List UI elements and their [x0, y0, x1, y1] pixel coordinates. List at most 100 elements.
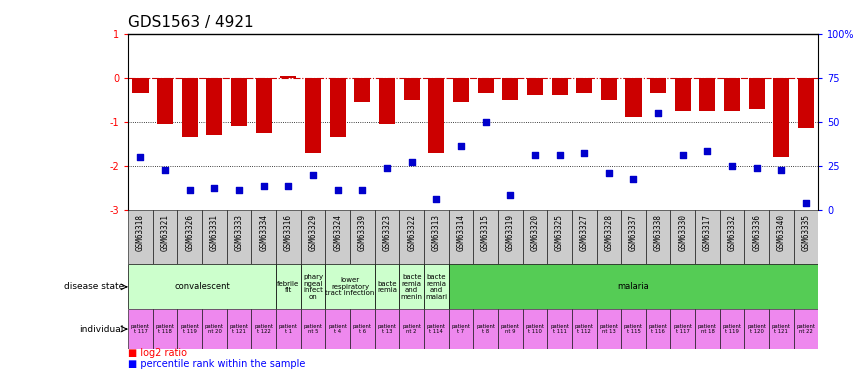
- Bar: [670, 309, 695, 349]
- Text: GSM63329: GSM63329: [308, 214, 318, 251]
- Bar: [231, 78, 247, 126]
- Text: GSM63331: GSM63331: [210, 214, 219, 251]
- Bar: [379, 78, 395, 124]
- Text: patient
t 7: patient t 7: [451, 324, 470, 334]
- Point: [725, 163, 739, 169]
- Bar: [745, 309, 769, 349]
- Bar: [498, 309, 522, 349]
- Text: GSM63338: GSM63338: [654, 214, 662, 251]
- Point: [355, 187, 369, 193]
- Bar: [404, 78, 420, 100]
- Text: patient
t 121: patient t 121: [229, 324, 249, 334]
- Bar: [749, 78, 765, 109]
- Bar: [498, 210, 522, 264]
- Bar: [424, 264, 449, 309]
- Bar: [281, 76, 296, 78]
- Text: patient
nt 5: patient nt 5: [304, 324, 322, 334]
- Text: GSM63335: GSM63335: [802, 214, 811, 251]
- Bar: [572, 309, 597, 349]
- Bar: [202, 309, 227, 349]
- Text: individual: individual: [80, 324, 124, 334]
- Bar: [502, 78, 518, 100]
- Bar: [375, 264, 399, 309]
- Bar: [720, 210, 745, 264]
- Point: [404, 159, 418, 165]
- Bar: [350, 210, 375, 264]
- Bar: [597, 210, 621, 264]
- Bar: [182, 78, 197, 137]
- Bar: [429, 78, 444, 153]
- Text: febrile
fit: febrile fit: [277, 280, 300, 293]
- Text: GSM63332: GSM63332: [727, 214, 737, 251]
- Text: GSM63320: GSM63320: [530, 214, 540, 251]
- Text: GDS1563 / 4921: GDS1563 / 4921: [128, 15, 254, 30]
- Bar: [206, 78, 223, 135]
- Text: patient
t 1: patient t 1: [279, 324, 298, 334]
- Point: [553, 152, 566, 158]
- Point: [675, 152, 689, 158]
- Point: [503, 192, 517, 198]
- Bar: [330, 78, 346, 137]
- Point: [799, 200, 813, 206]
- Bar: [178, 210, 202, 264]
- Bar: [424, 210, 449, 264]
- Bar: [576, 78, 592, 93]
- Bar: [375, 309, 399, 349]
- Bar: [128, 309, 152, 349]
- Bar: [449, 210, 473, 264]
- Point: [133, 154, 147, 160]
- Bar: [178, 309, 202, 349]
- Bar: [745, 210, 769, 264]
- Bar: [769, 309, 794, 349]
- Text: patient
t 117: patient t 117: [131, 324, 150, 334]
- Text: GSM63314: GSM63314: [456, 214, 465, 251]
- Bar: [399, 309, 424, 349]
- Point: [257, 183, 271, 189]
- Bar: [700, 78, 715, 111]
- Text: patient
nt 13: patient nt 13: [599, 324, 618, 334]
- Bar: [326, 264, 375, 309]
- Bar: [670, 210, 695, 264]
- Point: [331, 187, 345, 193]
- Text: patient
t 4: patient t 4: [328, 324, 347, 334]
- Bar: [527, 78, 543, 96]
- Bar: [552, 78, 567, 96]
- Bar: [597, 309, 621, 349]
- Bar: [449, 309, 473, 349]
- Bar: [794, 309, 818, 349]
- Bar: [794, 210, 818, 264]
- Text: GSM63319: GSM63319: [506, 214, 514, 251]
- Bar: [157, 78, 173, 124]
- Text: ■ percentile rank within the sample: ■ percentile rank within the sample: [128, 359, 306, 369]
- Text: disease state: disease state: [63, 282, 124, 291]
- Text: phary
ngeal
infect
on: phary ngeal infect on: [303, 274, 323, 300]
- Text: GSM63313: GSM63313: [432, 214, 441, 251]
- Text: lower
respiratory
tract infection: lower respiratory tract infection: [326, 278, 375, 296]
- Point: [380, 165, 394, 171]
- Text: GSM63325: GSM63325: [555, 214, 564, 251]
- Bar: [646, 210, 670, 264]
- Text: GSM63336: GSM63336: [753, 214, 761, 251]
- Bar: [399, 210, 424, 264]
- Bar: [276, 210, 301, 264]
- Text: patient
t 8: patient t 8: [476, 324, 495, 334]
- Text: patient
t 13: patient t 13: [378, 324, 397, 334]
- Bar: [152, 309, 178, 349]
- Text: GSM63326: GSM63326: [185, 214, 194, 251]
- Text: patient
t 114: patient t 114: [427, 324, 446, 334]
- Bar: [128, 210, 152, 264]
- Bar: [522, 210, 547, 264]
- Text: patient
t 111: patient t 111: [550, 324, 569, 334]
- Text: malaria: malaria: [617, 282, 650, 291]
- Bar: [621, 309, 646, 349]
- Text: patient
nt 18: patient nt 18: [698, 324, 717, 334]
- Text: GSM63318: GSM63318: [136, 214, 145, 251]
- Bar: [301, 264, 326, 309]
- Point: [158, 167, 172, 173]
- Text: patient
t 110: patient t 110: [526, 324, 545, 334]
- Bar: [453, 78, 469, 102]
- Text: GSM63330: GSM63330: [678, 214, 688, 251]
- Text: GSM63340: GSM63340: [777, 214, 785, 251]
- Text: bacte
remia: bacte remia: [377, 280, 397, 293]
- Point: [183, 187, 197, 193]
